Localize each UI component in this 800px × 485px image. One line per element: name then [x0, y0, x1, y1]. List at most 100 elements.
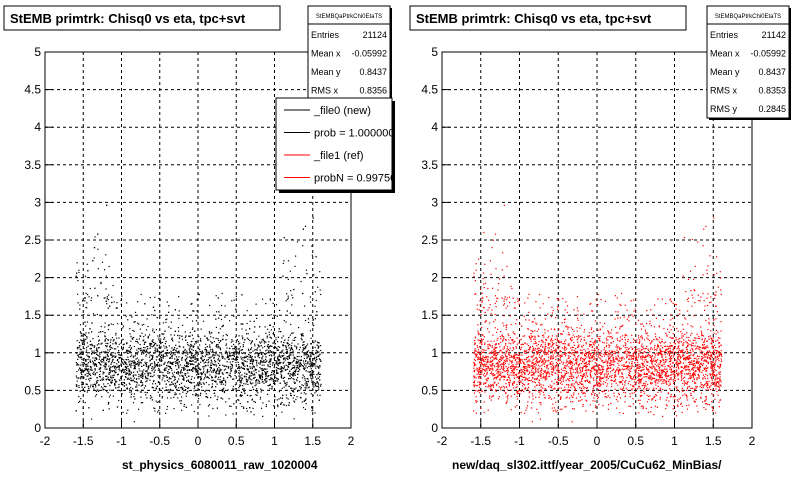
data-point [119, 357, 120, 358]
data-point [184, 350, 185, 351]
data-point [109, 385, 110, 386]
data-point [94, 247, 95, 248]
data-point [659, 348, 660, 349]
data-point [271, 351, 272, 352]
data-point [645, 359, 646, 360]
data-point [138, 385, 139, 386]
data-point [262, 299, 263, 300]
data-point [162, 372, 163, 373]
data-point [308, 355, 309, 356]
data-point [542, 377, 543, 378]
data-point [164, 370, 165, 371]
data-point [235, 388, 236, 389]
data-point [190, 336, 191, 337]
data-point [597, 350, 598, 351]
data-point [165, 341, 166, 342]
data-point [115, 353, 116, 354]
data-point [512, 350, 513, 351]
data-point [584, 392, 585, 393]
data-point [185, 373, 186, 374]
data-point [278, 363, 279, 364]
data-point [588, 354, 589, 355]
data-point [567, 364, 568, 365]
data-point [205, 344, 206, 345]
data-point [248, 333, 249, 334]
data-point [187, 372, 188, 373]
data-point [119, 370, 120, 371]
data-point [669, 358, 670, 359]
data-point [179, 375, 180, 376]
data-point [281, 341, 282, 342]
data-point [235, 350, 236, 351]
data-point [90, 366, 91, 367]
data-point [77, 294, 78, 295]
data-point [265, 333, 266, 334]
data-point [137, 361, 138, 362]
data-point [90, 378, 91, 379]
data-point [563, 378, 564, 379]
data-point [175, 383, 176, 384]
data-point [265, 374, 266, 375]
data-point [308, 366, 309, 367]
data-point [152, 357, 153, 358]
data-point [139, 338, 140, 339]
data-point [218, 358, 219, 359]
data-point [201, 384, 202, 385]
data-point [564, 370, 565, 371]
data-point [232, 348, 233, 349]
data-point [287, 310, 288, 311]
data-point [283, 380, 284, 381]
data-point [77, 359, 78, 360]
data-point [236, 324, 237, 325]
data-point [186, 407, 187, 408]
data-point [107, 349, 108, 350]
data-point [152, 346, 153, 347]
data-point [301, 364, 302, 365]
data-point [252, 363, 253, 364]
data-point [112, 348, 113, 349]
data-point [220, 341, 221, 342]
data-point [698, 338, 699, 339]
data-point [88, 356, 89, 357]
data-point [190, 358, 191, 359]
data-point [210, 350, 211, 351]
data-point [701, 384, 702, 385]
data-point [251, 373, 252, 374]
data-point [254, 332, 255, 333]
data-point [203, 382, 204, 383]
data-point [662, 389, 663, 390]
data-point [289, 402, 290, 403]
data-point [144, 344, 145, 345]
data-point [136, 384, 137, 385]
data-point [232, 361, 233, 362]
data-point [82, 384, 83, 385]
data-point [175, 365, 176, 366]
data-point [222, 325, 223, 326]
data-point [283, 378, 284, 379]
data-point [693, 398, 694, 399]
data-point [651, 407, 652, 408]
data-point [272, 378, 273, 379]
data-point [179, 400, 180, 401]
data-point [221, 382, 222, 383]
data-point [208, 371, 209, 372]
data-point [78, 356, 79, 357]
data-point [476, 413, 477, 414]
data-point [170, 363, 171, 364]
data-point [98, 332, 99, 333]
data-point [642, 367, 643, 368]
data-point [555, 359, 556, 360]
data-point [212, 383, 213, 384]
data-point [480, 355, 481, 356]
data-point [254, 349, 255, 350]
data-point [108, 308, 109, 309]
data-point [121, 304, 122, 305]
data-point [84, 387, 85, 388]
data-point [154, 367, 155, 368]
data-point [243, 363, 244, 364]
data-point [271, 374, 272, 375]
data-point [629, 381, 630, 382]
data-point [311, 353, 312, 354]
data-point [258, 380, 259, 381]
data-point [292, 352, 293, 353]
